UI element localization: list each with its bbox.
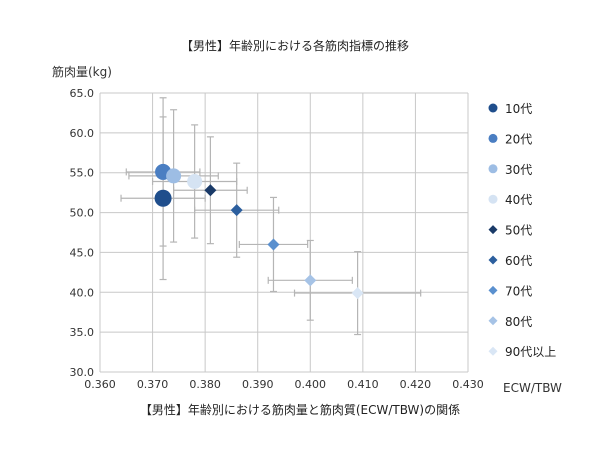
- data-point: [267, 238, 280, 251]
- y-tick-label: 45.0: [70, 246, 95, 259]
- data-points: [154, 163, 364, 300]
- legend-marker: [488, 164, 498, 174]
- legend-marker: [488, 316, 498, 326]
- legend-marker: [488, 285, 498, 295]
- y-tick-labels: 30.0 35.0 40.0 45.0 50.0 55.0 60.0 65.0: [70, 87, 95, 379]
- y-tick-label: 65.0: [70, 87, 95, 100]
- data-point: [166, 168, 182, 184]
- data-point: [187, 173, 203, 189]
- data-point: [230, 204, 243, 217]
- legend-marker: [488, 133, 498, 143]
- legend-marker: [488, 103, 498, 113]
- legend-marker: [488, 346, 498, 356]
- legend-label: 30代: [505, 163, 532, 177]
- legend-label: 60代: [505, 254, 532, 268]
- legend-marker: [488, 194, 498, 204]
- data-point: [154, 189, 172, 207]
- x-tick-labels: 0.360 0.370 0.380 0.390 0.400 0.410 0.420 0.430: [84, 378, 484, 391]
- x-tick-label: 0.430: [452, 378, 484, 391]
- x-tick-label: 0.420: [400, 378, 432, 391]
- y-tick-label: 50.0: [70, 207, 95, 220]
- data-point: [304, 274, 317, 287]
- legend-label: 70代: [505, 284, 532, 298]
- x-tick-label: 0.360: [84, 378, 116, 391]
- x-tick-label: 0.410: [347, 378, 379, 391]
- legend-label: 40代: [505, 193, 532, 207]
- legend: 10代 20代 30代 40代 50代 60代 70代 80代 90代以上: [488, 102, 556, 359]
- data-point: [204, 184, 217, 197]
- y-tick-label: 35.0: [70, 326, 95, 339]
- y-tick-label: 40.0: [70, 286, 95, 299]
- legend-label: 10代: [505, 102, 532, 116]
- legend-marker: [488, 255, 498, 265]
- chart-caption: 【男性】年齢別における筋肉量と筋肉質(ECW/TBW)の関係: [140, 402, 460, 417]
- legend-label: 80代: [505, 315, 532, 329]
- y-tick-label: 30.0: [70, 366, 95, 379]
- x-tick-label: 0.380: [189, 378, 221, 391]
- grid-lines: [99, 92, 469, 373]
- legend-marker: [488, 225, 498, 235]
- legend-label: 90代以上: [505, 345, 556, 359]
- chart-title: 【男性】年齢別における各筋肉指標の推移: [181, 38, 409, 53]
- y-axis-label: 筋肉量(kg): [52, 64, 112, 79]
- data-point: [351, 287, 364, 300]
- legend-label: 50代: [505, 224, 532, 238]
- x-axis-label: ECW/TBW: [503, 381, 562, 395]
- x-tick-label: 0.370: [137, 378, 169, 391]
- y-tick-label: 55.0: [70, 167, 95, 180]
- legend-label: 20代: [505, 132, 532, 146]
- x-tick-label: 0.390: [242, 378, 274, 391]
- y-tick-label: 60.0: [70, 127, 95, 140]
- x-tick-label: 0.400: [295, 378, 327, 391]
